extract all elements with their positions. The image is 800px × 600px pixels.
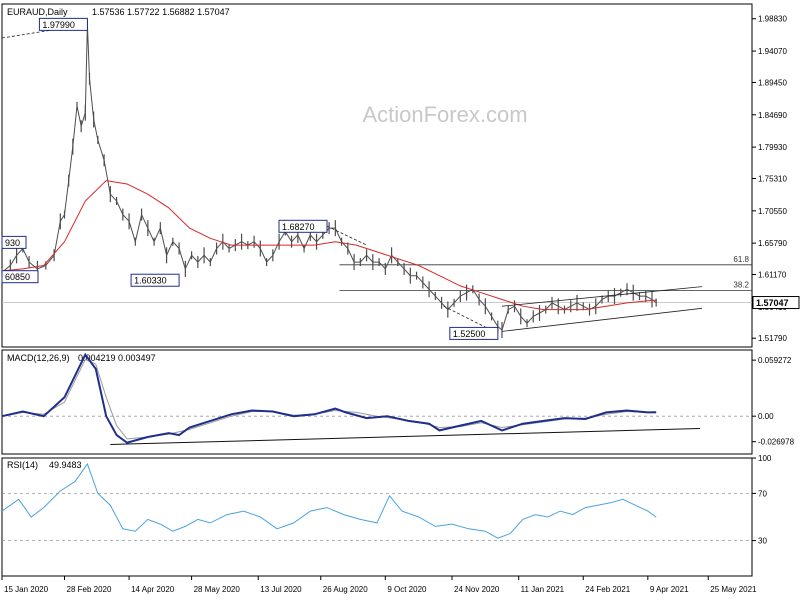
rsi-value: 49.9483 — [49, 460, 82, 470]
price-label: 1.60330 — [134, 276, 167, 286]
macd-panel — [1, 352, 752, 445]
channel-lower-line — [501, 307, 703, 332]
rsi-axis: 100 70 30 — [752, 454, 772, 546]
macd-tick-label: -0.026978 — [758, 438, 795, 447]
price-label: 1.68270 — [282, 222, 315, 232]
price-tick-label: 1.51790 — [758, 334, 787, 343]
time-tick-label: 28 Feb 2020 — [67, 585, 112, 594]
rsi-tick-label: 30 — [758, 537, 767, 546]
time-tick-label: 24 Nov 2020 — [454, 585, 500, 594]
ohlc-header: 1.57536 1.57722 1.56882 1.57047 — [92, 7, 230, 17]
price-axis: 1.98830 1.94070 1.89450 1.84690 1.79930 1.753… — [752, 15, 800, 343]
price-label: 1.52500 — [453, 329, 486, 339]
current-price-tag — [752, 296, 800, 310]
price-panel: 61.8 38.2 1.97990 1.68270 1.60330 1.52500 930 6… — [1, 17, 752, 340]
price-tick-label: 1.75310 — [758, 174, 787, 183]
time-tick-label: 24 Feb 2021 — [585, 585, 630, 594]
panel-frame-rsi — [1, 457, 753, 577]
rsi-header: RSI(14) 49.9483 — [7, 460, 82, 470]
price-tick-label: 1.65790 — [758, 239, 787, 248]
main-panel-header: EURAUD,Daily 1.57536 1.57722 1.56882 1.5… — [7, 7, 230, 17]
price-label-box — [1, 235, 27, 249]
price-label-box — [130, 273, 180, 287]
macd-title: MACD(12,26,9) — [7, 353, 70, 363]
macd-line — [1, 352, 657, 444]
price-label: 60850 — [5, 272, 30, 282]
current-price-label: 1.57047 — [756, 298, 789, 308]
price-label: 1.97990 — [42, 20, 75, 30]
panel-frame-macd — [1, 349, 753, 455]
channel-upper-line — [501, 286, 703, 307]
rsi-tick-label: 70 — [758, 489, 767, 498]
time-tick-label: 25 May 2021 — [710, 585, 757, 594]
price-label-box — [278, 219, 328, 233]
time-tick-label: 26 Aug 2020 — [323, 585, 368, 594]
rsi-title: RSI(14) — [7, 460, 38, 470]
price-tick-label: 1.61170 — [758, 271, 787, 280]
price-label: 930 — [5, 238, 20, 248]
macd-tick-label: 0.059272 — [758, 356, 792, 365]
panel-frames — [1, 3, 753, 577]
rsi-tick-label: 100 — [758, 454, 772, 463]
macd-tick-label: 0.00 — [758, 412, 774, 421]
macd-trend-line — [110, 428, 700, 445]
panel-frame-main — [1, 3, 753, 348]
rsi-panel — [1, 462, 752, 541]
time-tick-label: 9 Apr 2021 — [650, 585, 689, 594]
macd-values: 0.004219 0.003497 — [78, 353, 156, 363]
price-tick-label: 1.79930 — [758, 143, 787, 152]
macd-header: MACD(12,26,9) 0.004219 0.003497 — [7, 353, 156, 363]
rsi-line — [1, 462, 657, 539]
moving-average-line — [1, 180, 657, 311]
time-tick-label: 13 Jul 2020 — [260, 585, 302, 594]
time-tick-label: 28 May 2020 — [194, 585, 241, 594]
price-label-box — [1, 270, 39, 284]
price-label-box — [449, 326, 499, 340]
time-tick-label: 9 Oct 2020 — [387, 585, 427, 594]
fib-level-label: 38.2 — [733, 281, 749, 290]
time-tick-label: 14 Apr 2020 — [131, 585, 175, 594]
price-tick-label: 1.89450 — [758, 78, 787, 87]
chart-title: EURAUD,Daily — [7, 7, 68, 17]
projection-line — [326, 225, 367, 246]
time-axis: 15 Jan 2020 28 Feb 2020 14 Apr 2020 28 May … — [1, 576, 757, 594]
price-label-box — [38, 17, 88, 31]
macd-axis: 0.059272 0.00 -0.026978 — [752, 356, 795, 447]
price-tick-label: 1.70550 — [758, 207, 787, 216]
fib-level-label: 61.8 — [733, 255, 749, 264]
price-tick-label: 1.98830 — [758, 15, 787, 24]
price-tick-label: 1.84690 — [758, 111, 787, 120]
watermark: ActionForex.com — [362, 102, 527, 127]
time-tick-label: 11 Jan 2021 — [521, 585, 565, 594]
time-tick-label: 15 Jan 2020 — [4, 585, 49, 594]
price-tick-label: 1.94070 — [758, 47, 787, 56]
